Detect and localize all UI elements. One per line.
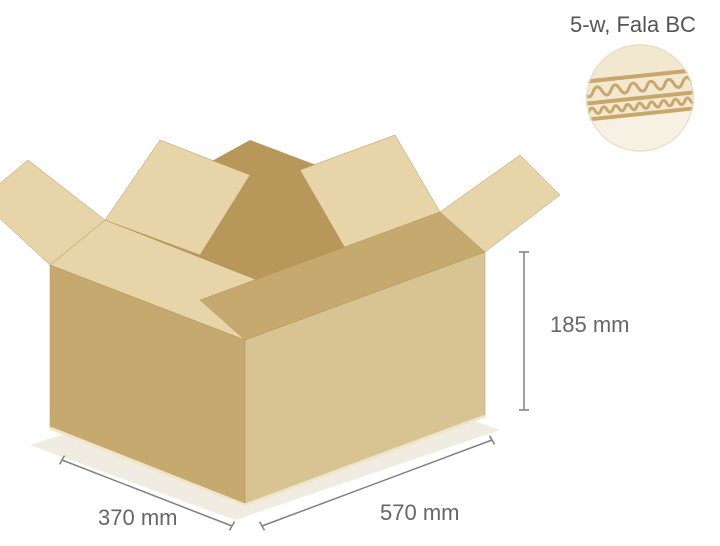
cardboard-type-label: 5-w, Fala BC (570, 12, 696, 38)
diagram-container: 370 mm 570 mm 185 mm 5-w, Fala BC (0, 0, 720, 546)
dim-length-label: 570 mm (380, 500, 459, 526)
cardboard-crosssection (586, 44, 694, 152)
dim-height-label: 185 mm (550, 312, 629, 338)
dim-width-label: 370 mm (98, 505, 177, 531)
